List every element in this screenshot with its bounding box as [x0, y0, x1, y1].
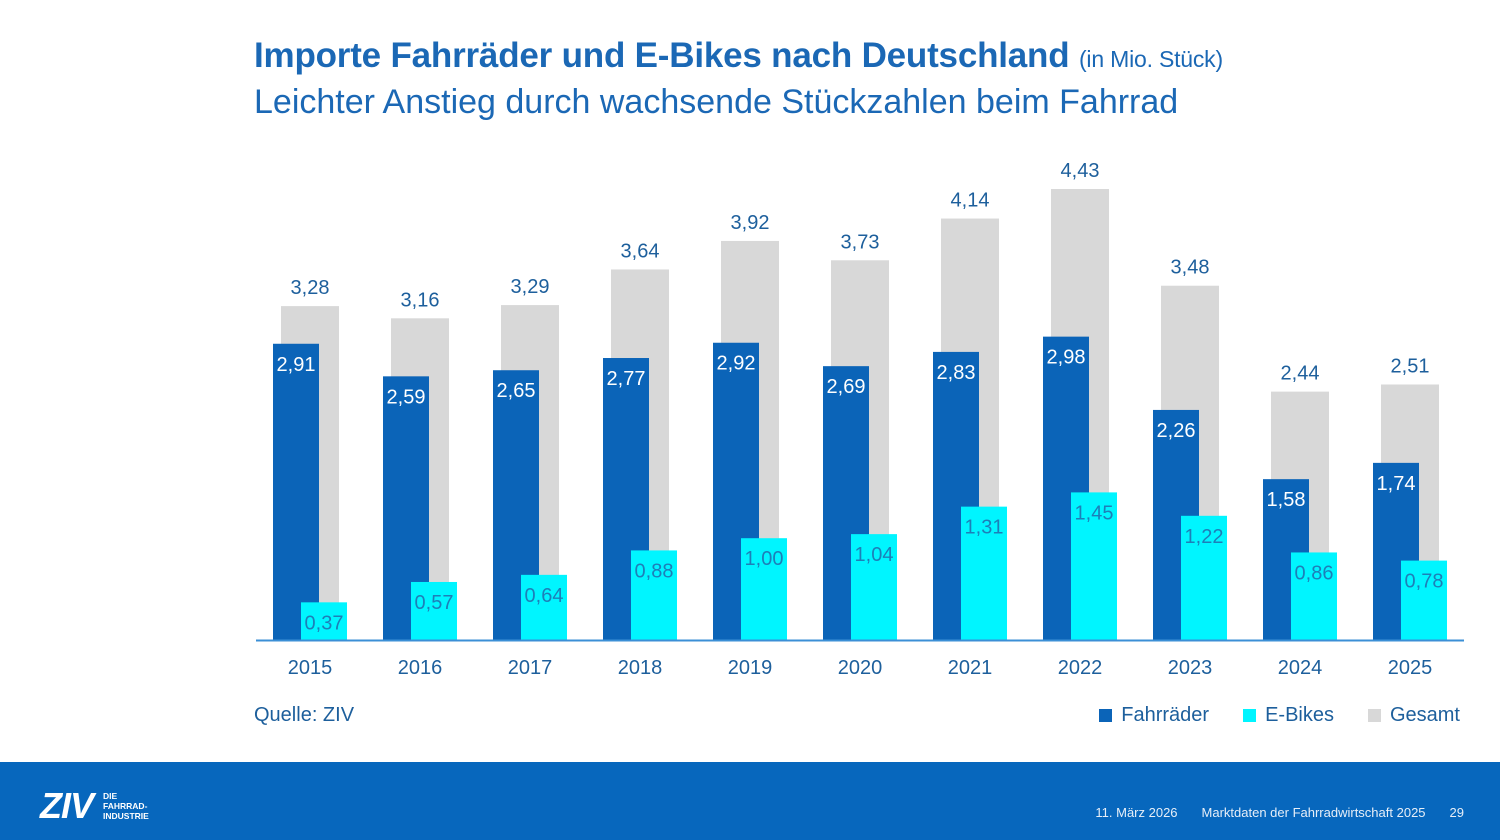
bar-ebikes-2023 [1181, 515, 1227, 640]
label-gesamt-2025: 2,51 [1391, 355, 1430, 377]
legend-item-gesamt: Gesamt [1367, 704, 1460, 727]
label-gesamt-2020: 3,73 [841, 231, 880, 253]
legend-swatch-fahrraeder [1099, 709, 1113, 722]
x-tick-label-2018: 2018 [618, 657, 663, 679]
footer-date: 11. März 2026 [1095, 805, 1178, 820]
footer-bar: ZIV DIE FAHRRAD- INDUSTRIE 11. März 2026… [0, 762, 1500, 840]
label-ebikes-2017: 0,64 [525, 585, 564, 607]
label-ebikes-2018: 0,88 [635, 560, 674, 582]
x-tick-label-2020: 2020 [838, 657, 883, 679]
logo-wordmark: ZIV [40, 785, 94, 826]
x-tick-label-2022: 2022 [1058, 657, 1103, 679]
chart-legend: Fahrräder E-Bikes Gesamt [1099, 704, 1460, 727]
label-fahrraeder-2018: 2,77 [607, 368, 646, 390]
x-tick-label-2016: 2016 [398, 657, 443, 679]
logo-tagline: DIE FAHRRAD- INDUSTRIE [103, 791, 149, 821]
footer-doc-title: Marktdaten der Fahrradwirtschaft 2025 [1201, 805, 1426, 820]
x-tick-label-2024: 2024 [1278, 657, 1323, 679]
label-ebikes-2023: 1,22 [1185, 526, 1224, 548]
label-fahrraeder-2021: 2,83 [937, 362, 976, 384]
chart-title: Importe Fahrräder und E-Bikes nach Deuts… [254, 36, 1223, 76]
legend-item-fahrraeder: Fahrräder [1099, 704, 1209, 727]
logo-tagline-line-1: DIE [103, 791, 118, 801]
label-fahrraeder-2019: 2,92 [717, 353, 756, 375]
label-ebikes-2025: 0,78 [1405, 571, 1444, 593]
bar-ebikes-2021 [961, 506, 1007, 640]
x-tick-label-2021: 2021 [948, 657, 993, 679]
bar-ebikes-2024 [1291, 552, 1337, 640]
legend-item-ebikes: E-Bikes [1243, 704, 1334, 727]
bar-ebikes-2020 [851, 534, 897, 640]
bar-ebikes-2022 [1071, 492, 1117, 640]
label-gesamt-2017: 3,29 [511, 276, 550, 298]
x-tick-label-2019: 2019 [728, 657, 773, 679]
label-ebikes-2024: 0,86 [1295, 562, 1334, 584]
bar-ebikes-2019 [741, 538, 787, 640]
bar-fahrraeder-2015 [273, 343, 319, 640]
legend-swatch-ebikes [1243, 709, 1257, 722]
label-gesamt-2023: 3,48 [1171, 257, 1210, 279]
legend-label-ebikes: E-Bikes [1265, 704, 1334, 726]
label-fahrraeder-2023: 2,26 [1157, 420, 1196, 442]
x-tick-label-2017: 2017 [508, 657, 553, 679]
legend-swatch-gesamt [1367, 709, 1381, 722]
label-gesamt-2018: 3,64 [621, 240, 660, 262]
bar-ebikes-2025 [1401, 560, 1447, 640]
label-ebikes-2020: 1,04 [855, 544, 894, 566]
footer-meta: 11. März 2026 Marktdaten der Fahrradwirt… [1095, 805, 1464, 820]
label-gesamt-2022: 4,43 [1061, 160, 1100, 182]
label-gesamt-2019: 3,92 [731, 212, 770, 234]
label-ebikes-2015: 0,37 [305, 612, 344, 634]
bar-ebikes-2017 [521, 574, 567, 640]
logo-tagline-line-3: INDUSTRIE [103, 811, 149, 821]
x-tick-label-2015: 2015 [288, 657, 333, 679]
label-fahrraeder-2025: 1,74 [1377, 473, 1416, 495]
label-ebikes-2021: 1,31 [965, 517, 1004, 539]
x-tick-label-2023: 2023 [1168, 657, 1213, 679]
label-fahrraeder-2017: 2,65 [497, 380, 536, 402]
label-fahrraeder-2024: 1,58 [1267, 489, 1306, 511]
logo-tagline-line-2: FAHRRAD- [103, 801, 148, 811]
ziv-logo: ZIV DIE FAHRRAD- INDUSTRIE [40, 788, 149, 824]
bar-ebikes-2015 [301, 602, 347, 640]
label-ebikes-2019: 1,00 [745, 548, 784, 570]
bar-chart: 3,28 2,91 0,37 2015 3,16 2,59 0,57 2016 3,29 2,65… [256, 160, 1464, 679]
footer-page-number: 29 [1449, 805, 1464, 820]
x-tick-label-2025: 2025 [1388, 657, 1433, 679]
legend-label-gesamt: Gesamt [1389, 704, 1460, 726]
source-note: Quelle: ZIV [254, 704, 355, 726]
chart-title-unit: (in Mio. Stück) [1078, 46, 1223, 72]
chart-subtitle: Leichter Anstieg durch wachsende Stückza… [254, 83, 1179, 121]
label-ebikes-2016: 0,57 [415, 592, 454, 614]
label-gesamt-2021: 4,14 [951, 190, 990, 212]
label-fahrraeder-2015: 2,91 [277, 354, 316, 376]
label-gesamt-2016: 3,16 [401, 289, 440, 311]
label-ebikes-2022: 1,45 [1075, 502, 1114, 524]
bar-ebikes-2018 [631, 550, 677, 640]
label-fahrraeder-2020: 2,69 [827, 376, 866, 398]
label-gesamt-2015: 3,28 [291, 277, 330, 299]
label-fahrraeder-2022: 2,98 [1047, 347, 1086, 369]
legend-label-fahrraeder: Fahrräder [1121, 704, 1210, 726]
bar-ebikes-2016 [411, 581, 457, 640]
label-gesamt-2024: 2,44 [1281, 363, 1320, 385]
chart-title-text: Importe Fahrräder und E-Bikes nach Deuts… [254, 36, 1070, 75]
label-fahrraeder-2016: 2,59 [387, 386, 426, 408]
